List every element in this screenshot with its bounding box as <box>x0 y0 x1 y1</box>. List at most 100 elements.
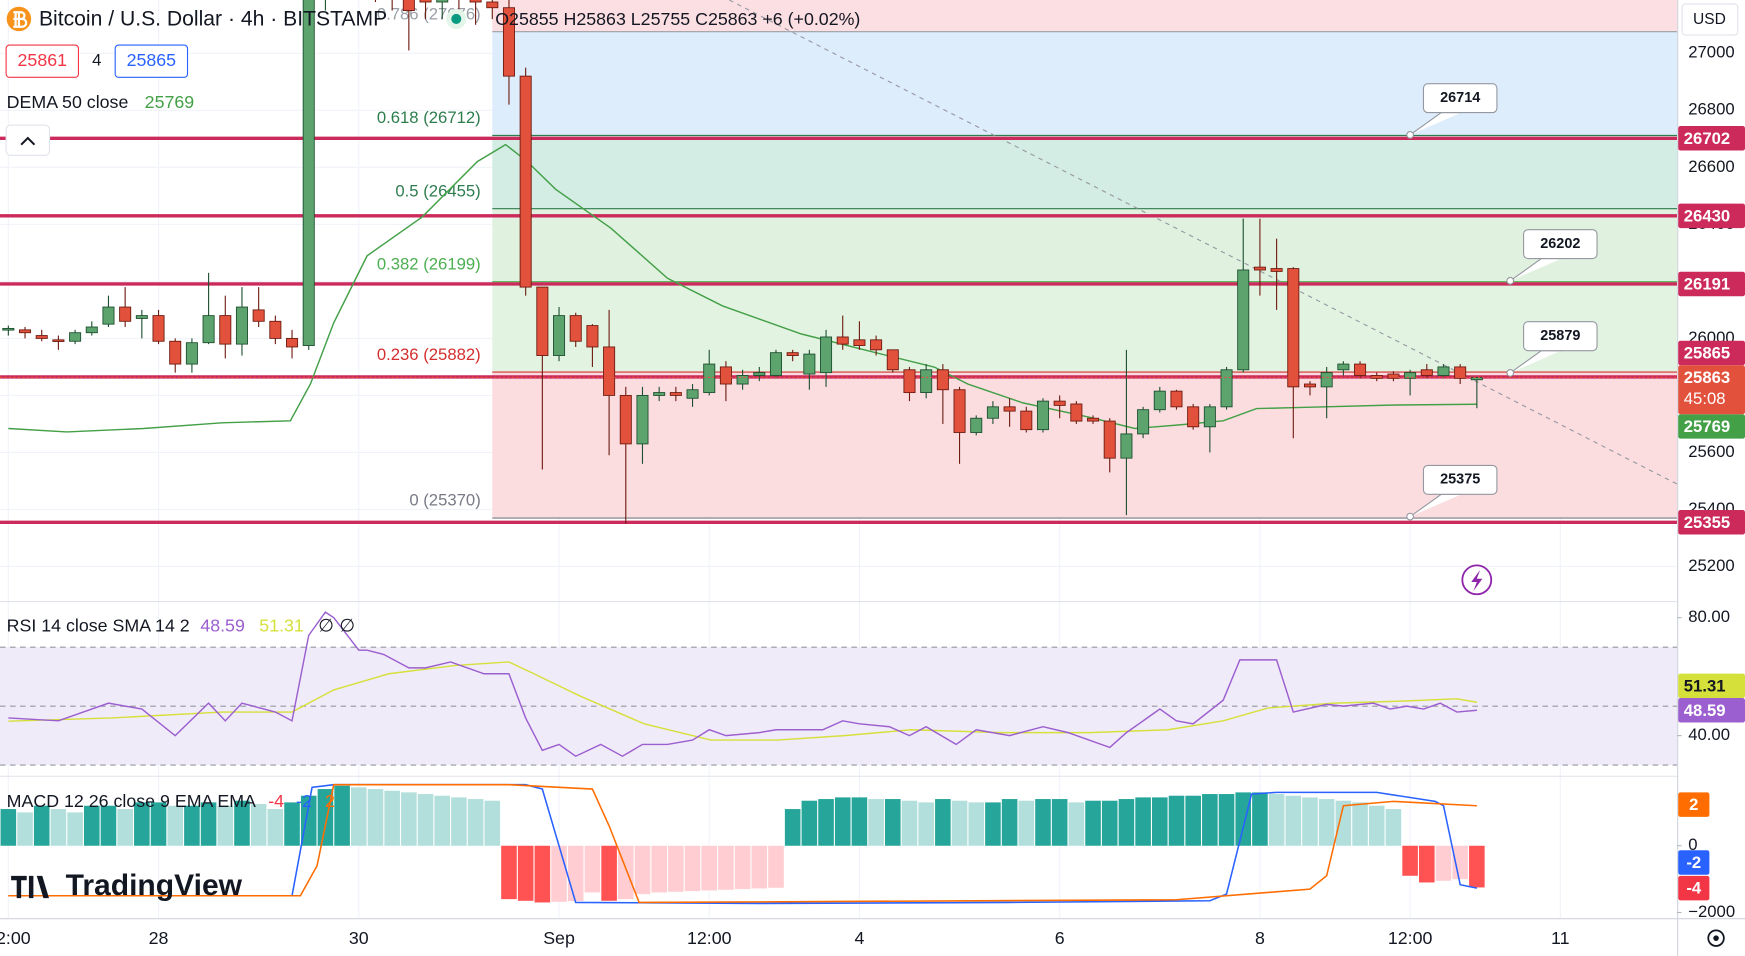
dema-value: 25769 <box>145 92 195 112</box>
x-tick-label: 12:00 <box>687 928 732 948</box>
macd-badge <box>1678 850 1710 875</box>
y-tick-label: 26600 <box>1688 157 1734 176</box>
candle-body <box>436 0 449 3</box>
y-tick-label: 26800 <box>1688 100 1734 119</box>
buy-button[interactable] <box>114 44 189 78</box>
x-tick-label: 6 <box>1055 928 1065 948</box>
ohlc-values: O25855 H25863 L25755 C25863 +6 (+0.02%) <box>495 9 860 29</box>
candle-body <box>1337 363 1350 371</box>
histogram-bar <box>200 802 217 846</box>
histogram-bar <box>1335 800 1352 846</box>
macd-legend: MACD 12 26 close 9 EMA EMA <box>7 791 256 811</box>
level-badge <box>1678 510 1745 535</box>
candle-body <box>469 0 482 3</box>
candle-body <box>85 326 98 334</box>
histogram-bar <box>985 802 1001 846</box>
fib-label: 0.5 (26455) <box>395 181 480 200</box>
candle-body <box>920 369 933 394</box>
candle-body <box>970 417 983 433</box>
candle-body <box>786 352 799 356</box>
settings-icon[interactable] <box>1707 929 1725 947</box>
candle-body <box>1287 268 1300 388</box>
histogram-bar <box>1469 845 1485 888</box>
y-tick-label: 0 <box>1688 835 1697 854</box>
histogram-bar <box>1402 845 1418 876</box>
histogram-bar <box>651 845 667 893</box>
fib-zone <box>492 135 1678 209</box>
currency-button[interactable] <box>1681 3 1739 36</box>
histogram-bar <box>1035 799 1051 846</box>
histogram-bar <box>1118 799 1135 846</box>
histogram-bar <box>300 795 317 846</box>
y-tick-label: 80.00 <box>1688 607 1730 626</box>
histogram-bar <box>1435 845 1452 881</box>
histogram-bar <box>250 804 267 846</box>
callout-box <box>1523 321 1598 352</box>
candle-body <box>1120 433 1133 459</box>
macd-badge-label: -4 <box>1686 879 1702 898</box>
time-axis: 12:00 28 30 Sep 12:00 4 6 8 12:00 11 <box>0 928 1570 948</box>
histogram-bar <box>517 845 534 901</box>
histogram-bar <box>1135 797 1151 846</box>
candle-body <box>1170 390 1183 408</box>
y-tick-label: 40.00 <box>1688 725 1730 744</box>
legend: Bitcoin / U.S. Dollar · 4h · BITSTAMP O2… <box>5 3 1739 947</box>
alert-bolt[interactable] <box>1471 569 1483 591</box>
histogram-bar <box>501 845 517 900</box>
histogram-bar <box>167 805 184 846</box>
rsi-badge <box>1678 698 1745 723</box>
histogram-bar <box>901 800 918 846</box>
histogram-bar <box>284 802 300 846</box>
x-tick-label: 28 <box>149 928 169 948</box>
candle-body <box>185 342 198 365</box>
callout-label: 26202 <box>1540 236 1580 252</box>
market-status-dot <box>451 13 462 24</box>
histogram-bar <box>885 799 901 846</box>
candle-body <box>202 315 215 344</box>
y-tick-label: 25600 <box>1688 442 1734 461</box>
macd-signal-value: 2 <box>325 791 335 811</box>
callout-anchor <box>1506 369 1515 377</box>
histogram-bar <box>834 797 851 846</box>
histogram-bar <box>1302 797 1318 846</box>
candle-body <box>1137 409 1150 435</box>
candle-body <box>986 406 999 419</box>
histogram-bar <box>918 802 934 846</box>
candle-body <box>686 389 699 399</box>
sell-button[interactable] <box>5 44 80 78</box>
symbol-glyph <box>13 11 28 28</box>
histogram-bar <box>701 845 718 891</box>
bid-price[interactable]: 25861 <box>18 50 68 70</box>
histogram-bar <box>1001 799 1018 846</box>
histogram-bar <box>1218 794 1235 846</box>
candle-body <box>235 306 248 345</box>
histogram-bar <box>17 812 33 846</box>
callout-box <box>1422 464 1498 495</box>
histogram-bar <box>134 802 150 846</box>
candle-body <box>1470 377 1483 381</box>
candle-body <box>402 0 415 12</box>
candle-body <box>703 363 716 394</box>
candle-body <box>252 309 265 322</box>
histogram-bar <box>33 805 50 846</box>
histogram-bar <box>634 845 651 895</box>
collapse-icon[interactable] <box>20 136 36 146</box>
collapse-button[interactable] <box>5 124 51 156</box>
histogram-bar <box>1051 799 1068 846</box>
candle-body <box>1053 400 1066 406</box>
rsi-value: 48.59 <box>200 615 245 635</box>
histogram-bar <box>1352 802 1368 846</box>
level-badge-label: 26430 <box>1684 206 1730 225</box>
level-badge <box>1678 340 1745 366</box>
histogram-bar <box>1268 794 1285 846</box>
ask-price[interactable]: 25865 <box>127 50 177 70</box>
histogram-bar <box>1068 802 1085 846</box>
candle-body <box>736 375 749 385</box>
histogram-bar <box>0 809 17 846</box>
histogram-bar <box>851 797 868 846</box>
settings-icon-center[interactable] <box>1713 935 1719 941</box>
currency[interactable]: USD <box>1693 11 1726 28</box>
candle-body <box>1087 417 1100 422</box>
candle-body <box>1404 372 1417 379</box>
last-price-badge <box>1678 365 1745 415</box>
